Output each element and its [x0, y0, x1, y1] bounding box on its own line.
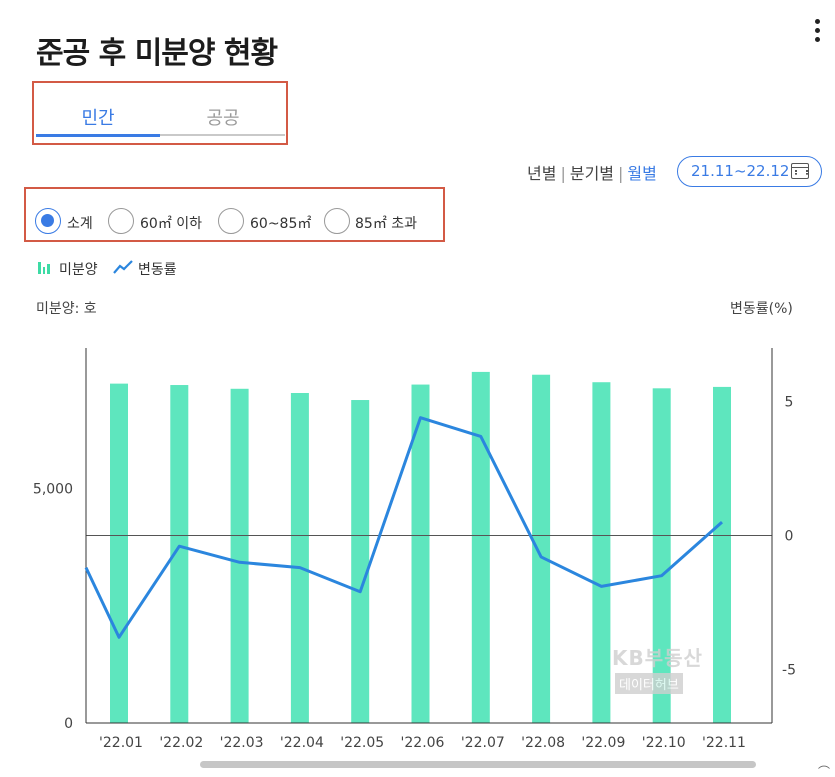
separator: |	[560, 164, 566, 183]
bar-10	[713, 386, 731, 723]
bar-8	[592, 382, 611, 723]
tab-public[interactable]: 공공	[206, 108, 240, 129]
size-filter-highlight-frame	[24, 187, 445, 242]
left-tick-label: 0	[64, 716, 73, 732]
x-tick-label: '22.11	[702, 735, 746, 751]
bar-7	[532, 374, 551, 723]
x-tick-label: '22.09	[581, 735, 625, 751]
right-axis-title: 변동률(%)	[730, 301, 793, 317]
legend-bar-label[interactable]: 미분양	[59, 262, 98, 278]
corner-arrow-icon: ⌒	[818, 765, 831, 777]
x-tick-label: '22.03	[220, 735, 264, 751]
more-options-icon[interactable]	[810, 16, 824, 46]
x-tick-label: '22.07	[461, 735, 505, 751]
bar-2	[230, 388, 249, 723]
date-range-value: 21.11~22.12	[691, 162, 790, 180]
x-tick-label: '22.05	[340, 735, 384, 751]
bar-1	[170, 385, 189, 723]
radio-subtotal[interactable]	[35, 208, 61, 234]
x-tick-label: '22.08	[521, 735, 565, 751]
horizontal-scrollbar[interactable]	[200, 761, 756, 768]
calendar-icon[interactable]	[791, 163, 809, 179]
radio-60-under[interactable]	[108, 208, 134, 234]
watermark-text-bottom: 데이터허브	[615, 673, 683, 694]
period-quarterly-link[interactable]: 분기별	[569, 164, 615, 183]
legend-line-label[interactable]: 변동률	[138, 262, 177, 278]
radio-60-85[interactable]	[218, 208, 244, 234]
x-tick-label: '22.04	[280, 735, 324, 751]
series-line-change-rate	[84, 416, 723, 639]
period-monthly-link[interactable]: 월별	[627, 164, 657, 183]
radio-label-60-85: 60~85㎡	[250, 216, 312, 232]
tabs-highlight-frame	[32, 81, 288, 145]
right-tick-label: 0	[785, 529, 794, 545]
radio-label-subtotal: 소계	[67, 216, 93, 232]
tab-private[interactable]: 민간	[81, 108, 115, 129]
radio-label-60-under: 60㎡ 이하	[140, 216, 203, 232]
chart-area: '22.01 '22.02 '22.03 '22.04 '22.05 '22.06 '22.…	[33, 348, 796, 751]
bar-5	[411, 384, 430, 723]
radio-85-over[interactable]	[324, 208, 350, 234]
page-title: 준공 후 미분양 현황	[36, 36, 278, 71]
period-yearly-link[interactable]: 년별	[527, 164, 557, 183]
period-selector: 년별 | 분기별 | 월별	[527, 160, 657, 184]
left-axis-title: 미분양: 호	[36, 301, 97, 317]
bar-4	[351, 400, 370, 723]
x-tick-label: '22.06	[401, 735, 445, 751]
radio-label-85-over: 85㎡ 초과	[355, 216, 418, 232]
x-tick-label: '22.10	[642, 735, 686, 751]
x-tick-label: '22.01	[99, 735, 143, 751]
date-range-picker[interactable]: 21.11~22.12	[677, 156, 822, 187]
bar-0	[110, 383, 128, 723]
right-tick-label: 5	[785, 395, 794, 411]
inactive-tab-underline	[160, 134, 285, 136]
x-tick-label: '22.02	[159, 735, 203, 751]
active-tab-underline	[36, 134, 160, 137]
left-tick-label: 5,000	[33, 482, 73, 498]
bar-6	[471, 371, 490, 723]
kb-watermark-logo: KB부동산 데이터허브	[612, 642, 703, 694]
bar-9	[652, 388, 671, 723]
watermark-text-top: KB부동산	[612, 646, 703, 670]
right-tick-label: -5	[782, 662, 796, 678]
bar-3	[290, 393, 309, 723]
separator: |	[618, 164, 624, 183]
line-chart-icon	[113, 260, 133, 274]
bar-chart-icon	[38, 262, 50, 274]
